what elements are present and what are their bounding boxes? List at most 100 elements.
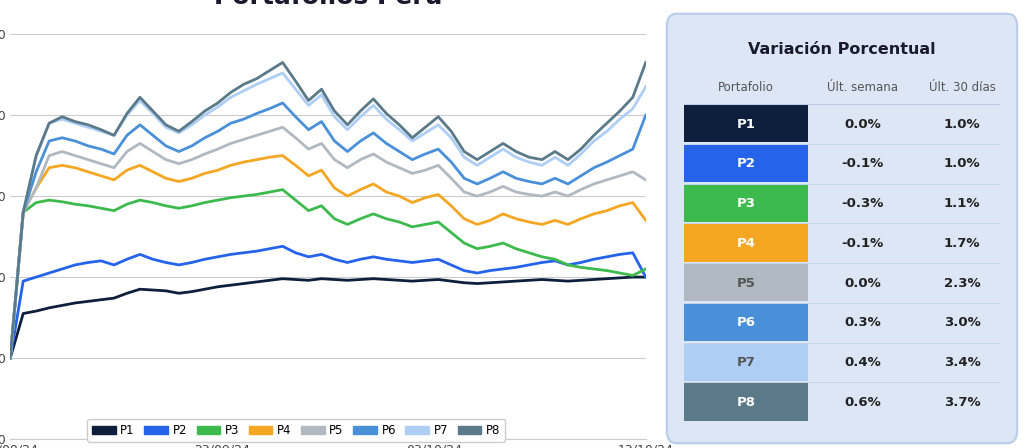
P2 [601, 254, 613, 259]
P7 [471, 163, 483, 168]
P5 [588, 181, 600, 187]
P4 [290, 163, 302, 168]
P3 [380, 216, 392, 221]
P8 [471, 157, 483, 162]
P8 [588, 133, 600, 138]
P7 [251, 82, 263, 87]
P4 [354, 187, 367, 192]
P8 [613, 108, 626, 114]
P1 [613, 275, 626, 280]
P4 [407, 200, 419, 205]
P7 [238, 88, 250, 94]
P1 [17, 311, 30, 316]
P8 [4, 355, 16, 361]
P8 [146, 108, 159, 114]
P5 [407, 171, 419, 176]
P2 [302, 254, 314, 259]
P3 [290, 198, 302, 203]
P6 [458, 176, 470, 181]
P4 [185, 176, 198, 181]
P4 [263, 155, 275, 160]
P2 [276, 244, 289, 249]
P2 [212, 254, 224, 259]
P4 [56, 163, 69, 168]
P6 [627, 146, 639, 152]
P7 [108, 133, 120, 138]
P6 [4, 355, 16, 361]
P7 [329, 114, 341, 120]
P3 [95, 206, 108, 211]
P1 [199, 287, 211, 292]
P7 [263, 76, 275, 82]
P3 [108, 208, 120, 213]
Line: P4: P4 [10, 155, 646, 358]
P3 [199, 200, 211, 205]
P1 [354, 277, 367, 282]
P6 [419, 151, 431, 157]
P5 [354, 157, 367, 162]
P8 [510, 149, 522, 154]
P4 [251, 157, 263, 162]
P4 [588, 211, 600, 216]
P5 [341, 165, 353, 170]
P3 [160, 203, 172, 208]
Text: P4: P4 [736, 237, 756, 250]
P5 [368, 151, 380, 157]
Text: -0.1%: -0.1% [842, 237, 884, 250]
P1 [69, 300, 81, 306]
P4 [380, 190, 392, 195]
P8 [368, 96, 380, 102]
P8 [160, 122, 172, 128]
P4 [238, 159, 250, 165]
P8 [69, 119, 81, 124]
P2 [146, 257, 159, 262]
P7 [82, 125, 94, 130]
P2 [471, 270, 483, 276]
P3 [627, 273, 639, 278]
P7 [458, 155, 470, 160]
P6 [43, 138, 55, 144]
P3 [121, 202, 133, 207]
P7 [523, 159, 536, 165]
P1 [43, 305, 55, 310]
Legend: P1, P2, P3, P4, P5, P6, P7, P8: P1, P2, P3, P4, P5, P6, P7, P8 [87, 419, 505, 442]
Line: P7: P7 [10, 73, 646, 358]
P7 [484, 155, 497, 160]
P5 [458, 190, 470, 195]
P7 [56, 116, 69, 122]
P4 [30, 185, 42, 191]
P1 [471, 281, 483, 286]
P8 [290, 78, 302, 84]
P7 [368, 103, 380, 108]
P6 [445, 159, 458, 165]
P1 [419, 278, 431, 283]
P5 [445, 176, 458, 181]
P6 [549, 176, 561, 181]
P3 [497, 241, 509, 246]
P4 [640, 218, 652, 223]
P7 [121, 112, 133, 118]
P5 [276, 125, 289, 130]
P4 [224, 163, 237, 168]
P8 [497, 141, 509, 146]
P3 [419, 222, 431, 227]
P7 [95, 129, 108, 134]
Text: -0.3%: -0.3% [842, 197, 884, 210]
P5 [263, 129, 275, 134]
P4 [523, 220, 536, 225]
Line: P6: P6 [10, 103, 646, 358]
P6 [146, 133, 159, 138]
P8 [56, 114, 69, 120]
P3 [458, 241, 470, 246]
P5 [238, 137, 250, 142]
P5 [380, 159, 392, 165]
P3 [407, 224, 419, 229]
P7 [185, 122, 198, 128]
P6 [497, 169, 509, 174]
P2 [536, 260, 548, 265]
P8 [458, 149, 470, 154]
P6 [536, 181, 548, 187]
P3 [601, 268, 613, 273]
P4 [341, 194, 353, 199]
Line: P3: P3 [10, 190, 646, 358]
